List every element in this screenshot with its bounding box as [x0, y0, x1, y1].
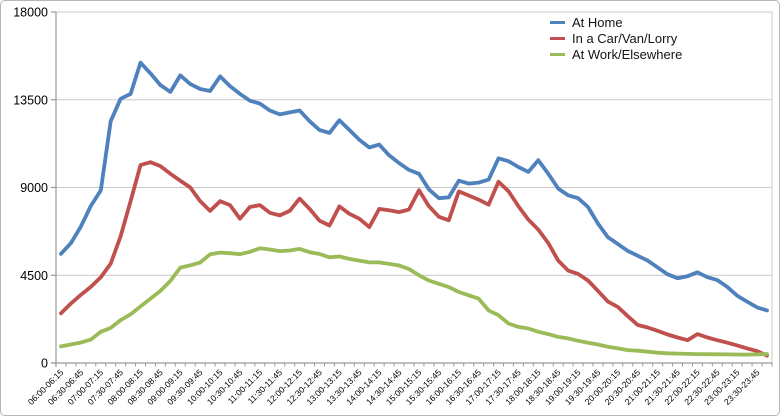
legend-item-car-van-lorry: In a Car/Van/Lorry	[550, 32, 682, 45]
legend: At Home In a Car/Van/Lorry At Work/Elsew…	[550, 16, 682, 61]
y-tick-label-18000: 18000	[13, 6, 48, 20]
series-line-at-home	[59, 60, 769, 313]
legend-label-at-home: At Home	[572, 15, 623, 30]
legend-swatch-car-van-lorry	[550, 37, 565, 40]
y-tick-label-9000: 9000	[20, 181, 48, 195]
legend-item-at-home: At Home	[550, 16, 682, 29]
legend-label-car-van-lorry: In a Car/Van/Lorry	[572, 31, 678, 46]
legend-swatch-at-home	[550, 21, 565, 24]
y-tick-label-0: 0	[41, 357, 48, 371]
series-line-in-a-car-van-lorry	[59, 160, 769, 358]
legend-swatch-at-work-elsewhere	[550, 53, 565, 56]
legend-label-at-work-elsewhere: At Work/Elsewhere	[572, 47, 683, 62]
series-line-at-work-elsewhere	[59, 246, 769, 357]
legend-item-at-work-elsewhere: At Work/Elsewhere	[550, 48, 682, 61]
y-tick-label-4500: 4500	[20, 269, 48, 283]
y-tick-label-13500: 13500	[13, 93, 48, 107]
